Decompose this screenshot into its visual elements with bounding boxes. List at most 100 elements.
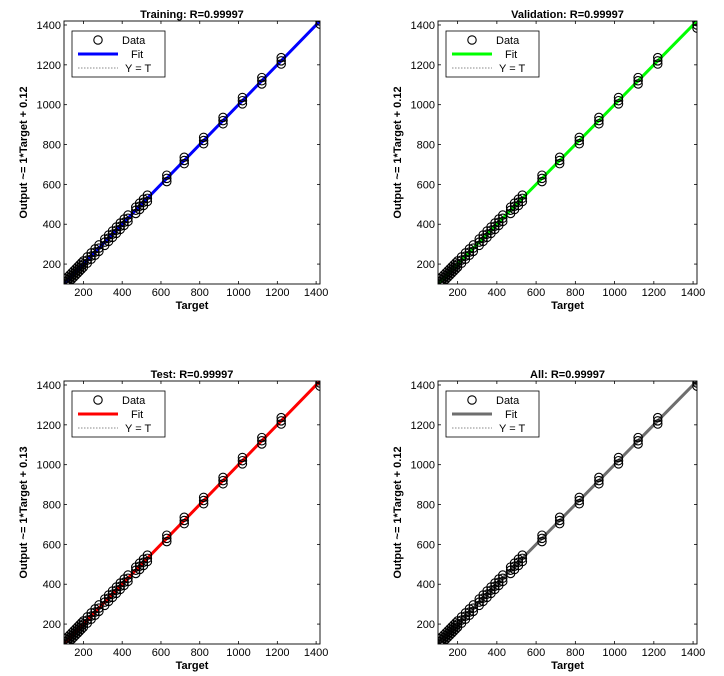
x-tick-label: 1400 (681, 287, 705, 299)
data-point (574, 132, 585, 143)
data-point (162, 536, 172, 547)
chart-panel: 200 400 600 800 1000 1200 1400 200 400 600 800 1000… (392, 9, 705, 312)
data-point (162, 176, 172, 187)
data-point (517, 553, 528, 564)
x-tick-label: 800 (191, 287, 209, 299)
legend-label-fit: Fit (131, 409, 143, 421)
data-point (653, 412, 663, 423)
data-point (537, 530, 547, 540)
legend-marker-data (467, 35, 477, 45)
y-tick-label: 1200 (37, 60, 61, 72)
data-point (76, 621, 87, 631)
legend-marker-data (93, 35, 103, 45)
data-point (517, 550, 528, 560)
data-point (218, 119, 228, 129)
x-tick-label: 200 (448, 647, 466, 659)
y-tick-label: 200 (417, 259, 435, 271)
data-point (613, 95, 624, 106)
data-point (198, 132, 209, 143)
data-point (123, 573, 133, 583)
data-point (276, 52, 286, 63)
data-point (613, 459, 624, 469)
data-point (237, 99, 248, 109)
x-tick-label: 1000 (602, 647, 626, 659)
data-point (537, 536, 547, 547)
y-tick-label: 200 (417, 619, 435, 631)
x-axis-label: Target (176, 660, 209, 672)
data-point (218, 115, 228, 126)
data-point (218, 112, 228, 123)
y-tick-label: 800 (43, 140, 61, 152)
y-axis-label: Output ~= 1*Target + 0.12 (392, 446, 404, 578)
data-point (257, 436, 267, 446)
data-point (94, 606, 104, 617)
data-point (162, 173, 172, 184)
data-point (497, 573, 508, 583)
data-point (237, 455, 248, 466)
y-axis-label: Output ~= 1*Target + 0.12 (18, 86, 30, 218)
x-axis-label: Target (176, 300, 209, 312)
data-point (94, 240, 104, 250)
data-point (142, 193, 153, 204)
data-point (198, 498, 209, 509)
data-point (537, 533, 547, 544)
data-point (554, 518, 565, 529)
x-tick-label: 400 (113, 287, 131, 299)
data-point (237, 459, 248, 469)
axes-frame (437, 20, 698, 285)
data-point (162, 530, 172, 540)
plot-content (438, 21, 697, 284)
data-point (450, 258, 461, 268)
x-tick-label: 1200 (265, 647, 289, 659)
legend: Data Fit Y = T (445, 390, 540, 438)
y-tick-label: 600 (43, 539, 61, 551)
y-tick-label: 800 (417, 500, 435, 512)
x-axis-label: Target (551, 660, 584, 672)
x-tick-label: 800 (566, 647, 584, 659)
data-point (574, 135, 585, 146)
x-axis-label: Target (551, 300, 584, 312)
legend-label-identity: Y = T (125, 423, 151, 435)
data-point (554, 155, 565, 166)
chart-title: Validation: R=0.99997 (511, 9, 624, 21)
data-point (537, 170, 547, 180)
data-point (554, 152, 565, 163)
data-point (142, 190, 153, 200)
y-tick-label: 1000 (411, 100, 435, 112)
data-point (468, 606, 479, 617)
data-point (123, 576, 133, 587)
legend-label-identity: Y = T (499, 423, 525, 435)
data-point (218, 472, 228, 483)
data-point (179, 155, 189, 166)
data-point (276, 416, 286, 426)
data-point (450, 621, 461, 631)
y-tick-label: 1200 (411, 60, 435, 72)
legend-label-identity: Y = T (125, 63, 151, 75)
y-tick-label: 1400 (37, 20, 61, 32)
chart-panel: 200 400 600 800 1000 1200 1400 200 400 600 800 1000… (392, 369, 705, 672)
x-tick-label: 1200 (642, 287, 666, 299)
axes-frame (63, 20, 321, 285)
data-point (517, 193, 528, 204)
data-point (237, 92, 248, 103)
y-tick-label: 1200 (37, 420, 61, 432)
data-point (537, 176, 547, 187)
data-point (613, 455, 624, 466)
data-point (594, 479, 604, 489)
x-tick-label: 1400 (304, 287, 328, 299)
data-point (123, 213, 133, 224)
data-point (76, 258, 87, 268)
data-point (142, 196, 153, 207)
data-point (179, 515, 189, 526)
data-point (179, 518, 189, 529)
data-point (237, 95, 248, 106)
data-point (76, 618, 87, 628)
data-point (633, 72, 643, 83)
data-point (517, 190, 528, 200)
x-tick-label: 400 (488, 647, 506, 659)
axes-frame (437, 380, 698, 645)
y-tick-label: 600 (417, 539, 435, 551)
data-point (257, 72, 267, 83)
y-tick-label: 800 (43, 500, 61, 512)
y-tick-label: 600 (417, 179, 435, 191)
